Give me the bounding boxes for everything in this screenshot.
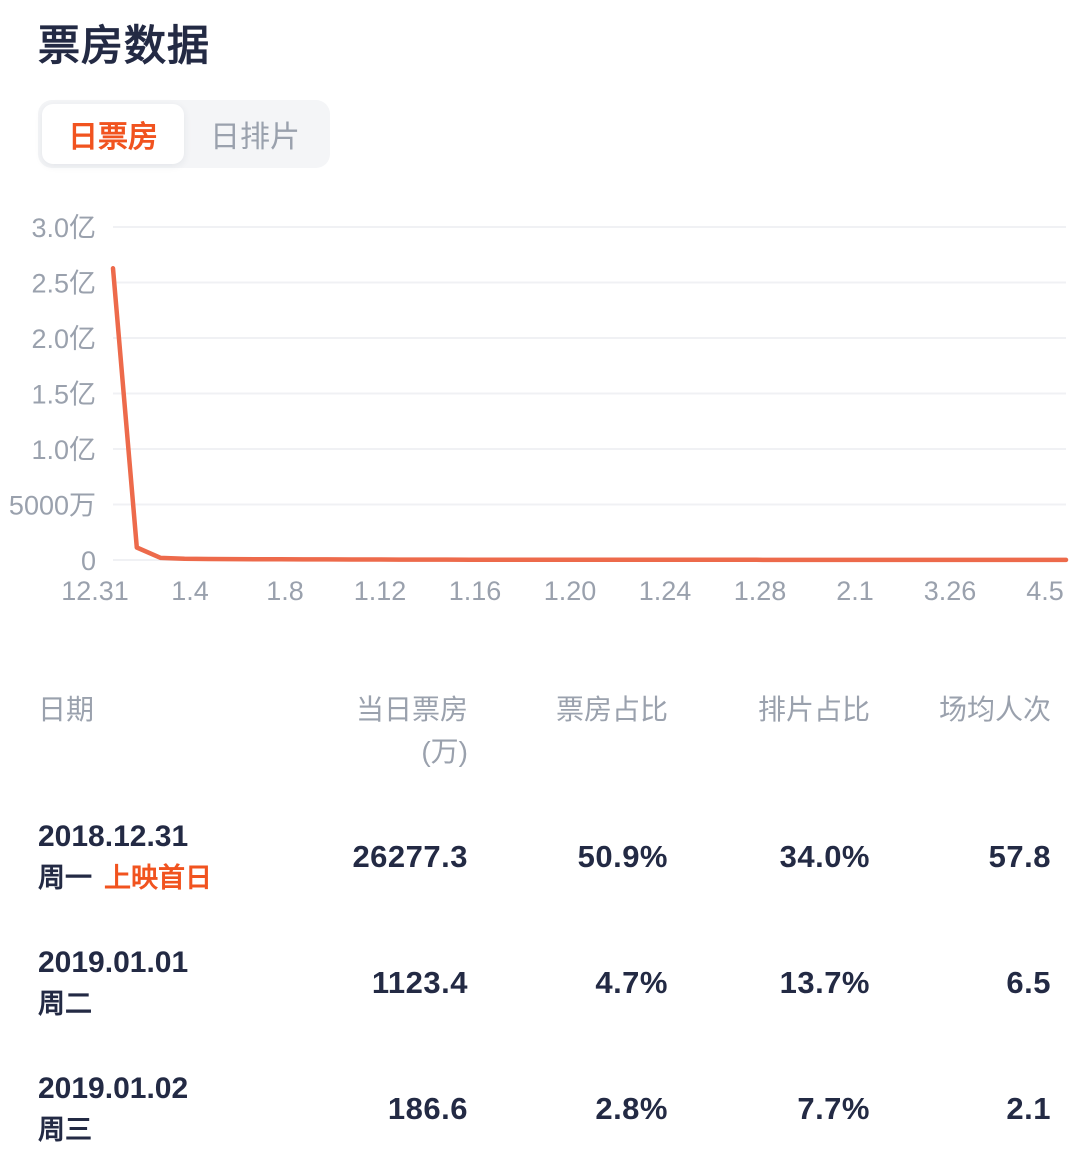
row-daily-box-office: 1123.4 <box>371 965 468 1000</box>
row-date: 2019.01.02 <box>38 1072 189 1105</box>
x-axis-tick-label: 4.5 <box>1026 576 1064 606</box>
table-row: 2019.01.02 周三 186.6 2.8% 7.7% 2.1 <box>38 1050 1051 1176</box>
x-axis-tick-label: 1.24 <box>639 576 692 606</box>
y-axis-tick-label: 1.5亿 <box>31 380 96 410</box>
y-axis-tick-label: 2.5亿 <box>31 269 96 299</box>
row-box-office-share: 50.9% <box>577 839 668 874</box>
row-avg-attendance: 2.1 <box>1006 1091 1051 1126</box>
col-header-daily-box-office: 当日票房 (万) <box>308 688 468 772</box>
col-header-daily-box-office-label: 当日票房 <box>355 694 468 725</box>
table-row: 2018.12.31 周一 上映首日 26277.3 50.9% 34.0% 57… <box>38 798 1051 924</box>
date-cell: 2019.01.02 周三 <box>38 1068 308 1150</box>
col-header-screening-share: 排片占比 <box>757 694 870 725</box>
x-axis-tick-label: 2.1 <box>836 576 874 606</box>
col-header-daily-box-office-unit: (万) <box>421 736 468 767</box>
row-weekday-line: 周三 <box>38 1110 308 1150</box>
x-axis-tick-label: 1.28 <box>734 576 787 606</box>
x-axis-tick-label: 1.4 <box>171 576 209 606</box>
table-row: 2019.01.01 周二 1123.4 4.7% 13.7% 6.5 <box>38 924 1051 1050</box>
row-avg-attendance: 6.5 <box>1006 965 1051 1000</box>
chart-type-tab-group: 日票房 日排片 <box>38 100 330 168</box>
x-axis-tick-label: 1.12 <box>354 576 407 606</box>
date-cell: 2019.01.01 周二 <box>38 942 308 1024</box>
row-date: 2019.01.01 <box>38 946 189 979</box>
row-box-office-share: 2.8% <box>595 1091 668 1126</box>
row-date: 2018.12.31 <box>38 820 189 853</box>
x-axis-tick-label: 1.8 <box>266 576 304 606</box>
col-header-date: 日期 <box>38 694 95 725</box>
row-box-office-share: 4.7% <box>595 965 668 1000</box>
tab-daily-screenings[interactable]: 日排片 <box>210 121 300 154</box>
y-axis-tick-label: 5000万 <box>9 491 96 521</box>
box-office-line-series <box>110 266 1069 563</box>
table-header-row: 日期 当日票房 (万) 票房占比 排片占比 场均人次 <box>38 668 1051 798</box>
y-axis-tick-label: 3.0亿 <box>31 213 96 243</box>
y-axis-tick-label: 0 <box>81 546 96 576</box>
y-axis-tick-label: 2.0亿 <box>31 324 96 354</box>
box-office-table: 日期 当日票房 (万) 票房占比 排片占比 场均人次 2018.12.31 周一… <box>38 668 1051 1176</box>
y-axis-tick-label: 1.0亿 <box>31 435 96 465</box>
row-screening-share: 34.0% <box>779 839 870 874</box>
page-title: 票房数据 <box>38 22 211 69</box>
x-axis-tick-label: 12.31 <box>61 576 129 606</box>
date-cell: 2018.12.31 周一 上映首日 <box>38 816 308 898</box>
col-header-avg-attendance: 场均人次 <box>938 694 1051 725</box>
row-weekday: 周二 <box>38 989 92 1019</box>
row-weekday: 周一 <box>38 863 92 893</box>
row-screening-share: 7.7% <box>797 1091 870 1126</box>
daily-box-office-line-chart[interactable]: 3.0亿 2.5亿 2.0亿 1.5亿 1.0亿 5000万 0 12.31 1.4 1.8 1.1… <box>0 197 1080 627</box>
row-weekday: 周三 <box>38 1115 92 1145</box>
tab-daily-box-office[interactable]: 日票房 <box>42 104 184 164</box>
x-axis-tick-label: 3.26 <box>924 576 977 606</box>
x-axis-tick-label: 1.16 <box>449 576 502 606</box>
row-avg-attendance: 57.8 <box>988 839 1051 874</box>
x-axis-tick-label: 1.20 <box>544 576 597 606</box>
premiere-day-badge: 上映首日 <box>104 863 212 893</box>
col-header-box-office-share: 票房占比 <box>555 694 668 725</box>
row-daily-box-office: 26277.3 <box>352 839 468 874</box>
row-daily-box-office: 186.6 <box>387 1091 468 1126</box>
row-screening-share: 13.7% <box>779 965 870 1000</box>
row-weekday-line: 周二 <box>38 984 308 1024</box>
row-weekday-line: 周一 上映首日 <box>38 858 308 898</box>
